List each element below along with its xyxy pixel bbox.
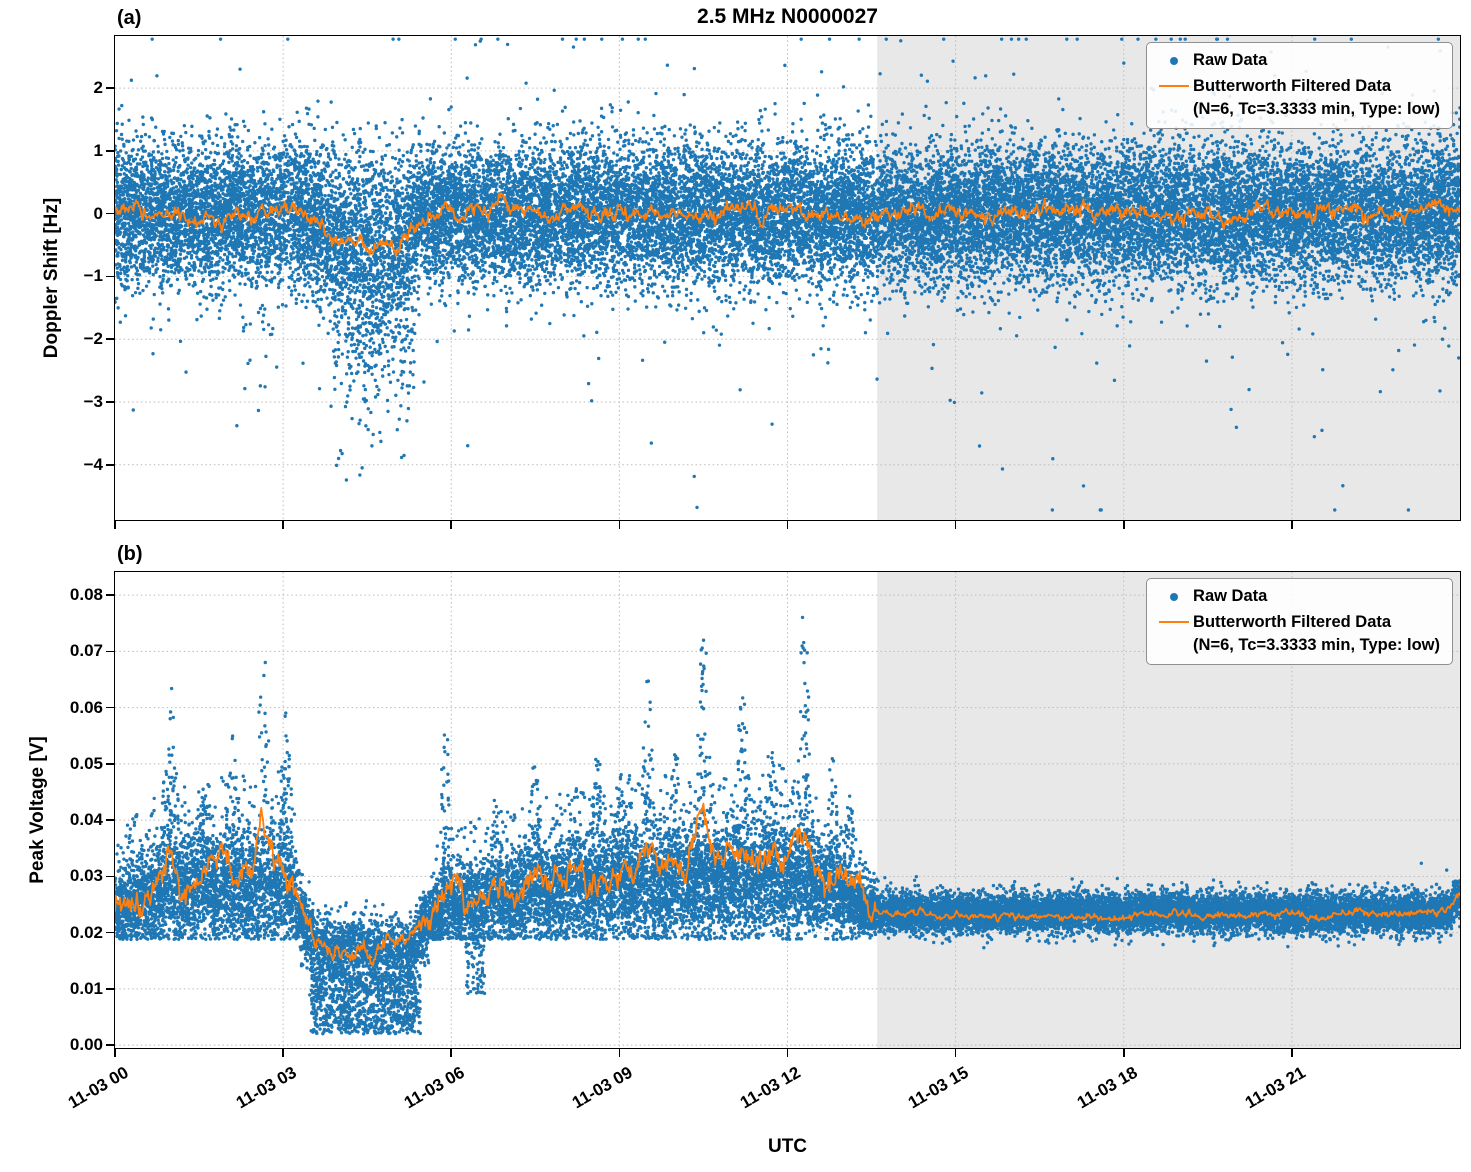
y-tick-mark bbox=[106, 988, 115, 990]
panel-b-plot-area: Raw Data Butterworth Filtered Data (N=6, … bbox=[114, 571, 1461, 1049]
y-tick-mark bbox=[106, 401, 115, 403]
y-tick-mark bbox=[106, 338, 115, 340]
y-tick-label: 0.02 bbox=[69, 922, 103, 942]
x-tick-label: 11-03 09 bbox=[569, 1062, 636, 1113]
x-tick-mark bbox=[282, 520, 284, 529]
x-tick-label: 11-03 18 bbox=[1073, 1062, 1141, 1113]
x-tick-mark bbox=[282, 1048, 284, 1057]
legend-item-filtered-data: Butterworth Filtered Data (N=6, Tc=3.3333… bbox=[1155, 611, 1440, 657]
y-tick-label: 1 bbox=[93, 140, 103, 160]
x-tick-mark bbox=[618, 520, 621, 529]
x-tick-mark bbox=[1122, 520, 1125, 529]
x-tick-mark bbox=[1122, 1048, 1125, 1057]
x-tick-mark bbox=[450, 1048, 453, 1057]
legend-filtered-label-line2: (N=6, Tc=3.3333 min, Type: low) bbox=[1193, 99, 1440, 118]
x-tick-mark bbox=[954, 1048, 957, 1057]
x-tick-label: 11-03 03 bbox=[232, 1062, 300, 1113]
y-tick-label: 0 bbox=[93, 203, 103, 223]
y-tick-mark bbox=[106, 931, 115, 934]
y-tick-label: −2 bbox=[83, 329, 103, 349]
panel-b-tag: (b) bbox=[117, 543, 143, 565]
x-tick-mark bbox=[786, 520, 789, 529]
raw-data-dot-icon bbox=[1155, 593, 1193, 601]
legend-item-raw-data: Raw Data bbox=[1155, 49, 1440, 72]
y-tick-label: 0.01 bbox=[69, 978, 103, 998]
x-tick-mark bbox=[114, 1048, 116, 1057]
panel-b-legend: Raw Data Butterworth Filtered Data (N=6, … bbox=[1146, 578, 1453, 666]
legend-filtered-label: Butterworth Filtered Data (N=6, Tc=3.3333… bbox=[1193, 75, 1440, 121]
y-tick-label: −1 bbox=[83, 266, 103, 286]
x-tick-mark bbox=[114, 520, 116, 529]
y-tick-mark bbox=[106, 819, 115, 821]
y-tick-label: 0.05 bbox=[69, 753, 103, 773]
panel-a-legend: Raw Data Butterworth Filtered Data (N=6, … bbox=[1146, 42, 1453, 130]
y-tick-mark bbox=[106, 706, 115, 709]
y-tick-label: −4 bbox=[83, 454, 103, 474]
panel-a-plot-area: Raw Data Butterworth Filtered Data (N=6, … bbox=[114, 35, 1461, 521]
legend-raw-label: Raw Data bbox=[1193, 587, 1268, 605]
y-tick-mark bbox=[106, 275, 115, 278]
y-tick-mark bbox=[106, 463, 115, 466]
x-tick-label: 11-03 21 bbox=[1241, 1062, 1309, 1113]
x-tick-mark bbox=[450, 520, 453, 529]
y-tick-mark bbox=[106, 650, 115, 653]
x-tick-mark bbox=[1291, 1048, 1293, 1057]
raw-data-dot-icon bbox=[1155, 57, 1193, 65]
panel-a-tag: (a) bbox=[117, 7, 142, 29]
y-tick-mark bbox=[106, 763, 115, 765]
y-tick-mark bbox=[106, 1044, 115, 1046]
y-tick-label: 0.04 bbox=[69, 810, 103, 830]
x-tick-label: 11-03 00 bbox=[64, 1062, 132, 1113]
legend-item-raw-data: Raw Data bbox=[1155, 585, 1440, 608]
x-tick-mark bbox=[786, 1048, 789, 1057]
legend-filtered-label-line1: Butterworth Filtered Data bbox=[1193, 612, 1392, 631]
x-tick-label: 11-03 06 bbox=[400, 1062, 468, 1113]
x-axis-label: UTC bbox=[767, 1136, 808, 1157]
y-tick-mark bbox=[106, 594, 115, 596]
y-tick-label: 0.03 bbox=[69, 866, 103, 886]
y-tick-label: 0.07 bbox=[69, 641, 103, 661]
legend-filtered-label-line2: (N=6, Tc=3.3333 min, Type: low) bbox=[1193, 635, 1440, 654]
legend-item-filtered-data: Butterworth Filtered Data (N=6, Tc=3.3333… bbox=[1155, 75, 1440, 121]
legend-filtered-label-line1: Butterworth Filtered Data bbox=[1193, 76, 1392, 95]
filtered-line-icon bbox=[1155, 83, 1193, 87]
chart-title: 2.5 MHz N0000027 bbox=[697, 5, 878, 28]
y-tick-label: 0.08 bbox=[69, 585, 103, 605]
y-tick-mark bbox=[106, 212, 115, 215]
x-tick-mark bbox=[1291, 520, 1293, 529]
filtered-line-icon bbox=[1155, 619, 1193, 623]
y-tick-label: 0.06 bbox=[69, 697, 103, 717]
y-tick-label: 2 bbox=[93, 78, 103, 98]
y-tick-mark bbox=[106, 87, 115, 89]
y-tick-mark bbox=[106, 875, 115, 878]
x-tick-label: 11-03 12 bbox=[737, 1062, 804, 1113]
y-tick-label: −3 bbox=[83, 391, 103, 411]
y-tick-mark bbox=[106, 150, 115, 152]
x-tick-mark bbox=[954, 520, 957, 529]
x-tick-mark bbox=[618, 1048, 621, 1057]
x-tick-label: 11-03 15 bbox=[905, 1062, 973, 1113]
legend-raw-label: Raw Data bbox=[1193, 51, 1268, 69]
legend-filtered-label: Butterworth Filtered Data (N=6, Tc=3.3333… bbox=[1193, 611, 1440, 657]
y-tick-label: 0.00 bbox=[69, 1035, 103, 1055]
